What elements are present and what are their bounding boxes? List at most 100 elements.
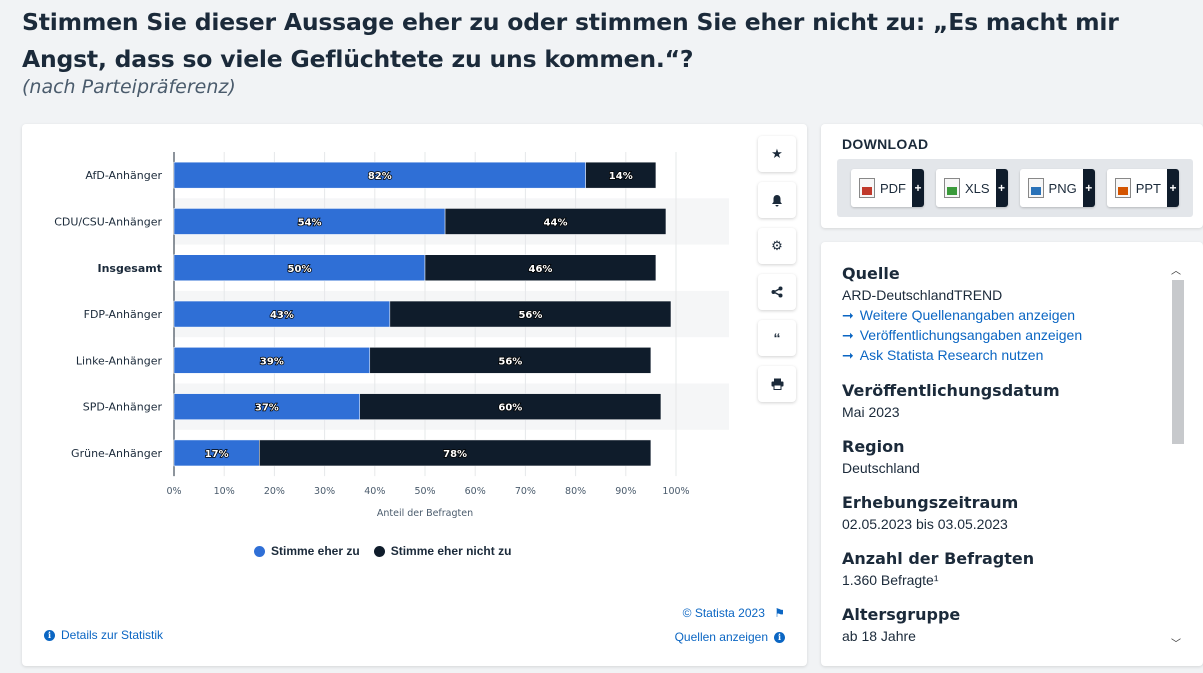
legend-label-disagree: Stimme eher nicht zu [390, 544, 512, 558]
source-value: ARD-DeutschlandTREND [842, 287, 1003, 303]
age-heading: Altersgruppe [842, 605, 961, 624]
data-label: 82% [368, 171, 392, 182]
bar-agree [173, 439, 260, 467]
more-sources-label: Weitere Quellenangaben anzeigen [859, 307, 1076, 323]
download-card: DOWNLOAD PDF + XLS + PNG + [821, 124, 1203, 228]
ask-research-label: Ask Statista Research nutzen [859, 347, 1044, 363]
download-ppt-button[interactable]: PPT + [1106, 169, 1179, 207]
x-tick-label: 60% [465, 486, 486, 497]
xls-file-icon [943, 178, 960, 198]
info-card: Quelle ARD-DeutschlandTREND ➞ Weitere Que… [821, 242, 1203, 666]
print-icon [771, 378, 783, 390]
download-ppt-main: PPT [1106, 169, 1167, 207]
respondents-heading: Anzahl der Befragten [842, 549, 1035, 568]
data-label: 43% [270, 310, 294, 321]
download-heading: DOWNLOAD [842, 136, 929, 152]
download-xls-main: XLS [935, 169, 996, 207]
data-label: 56% [518, 310, 542, 321]
region-heading: Region [842, 437, 905, 456]
x-tick-label: 80% [565, 486, 586, 497]
legend-dot-disagree [373, 545, 385, 557]
bar-disagree [369, 347, 652, 374]
download-xls-plus: + [995, 169, 1008, 207]
sources-link-label: Quellen anzeigen [674, 630, 768, 644]
chart-card: 0% 10% 20% 30% 40% 50% 60% 70% 80% 90% 100% 82% 14% A… [22, 124, 807, 666]
details-link-label: Details zur Statistik [61, 628, 164, 642]
bar-chart: 0% 10% 20% 30% 40% 50% 60% 70% 80% 90% 100% 82% 14% A… [54, 152, 729, 519]
ask-research-link[interactable]: ➞ Ask Statista Research nutzen [842, 347, 1162, 364]
scroll-thumb[interactable] [1172, 280, 1184, 444]
chart-toolbar: ★ ⚙ “ [758, 136, 796, 402]
period-heading: Erhebungszeitraum [842, 493, 1019, 512]
data-label: 46% [528, 264, 552, 275]
download-ppt-label: PPT [1135, 180, 1161, 196]
download-buttons: PDF + XLS + PNG + PPT + [837, 159, 1193, 217]
arrow-right-icon: ➞ [842, 307, 854, 323]
chevron-up-icon[interactable]: ︿ [1171, 266, 1181, 277]
info-icon: i [774, 631, 785, 643]
download-pdf-plus: + [911, 169, 924, 207]
pdf-file-icon [858, 178, 875, 198]
category-label: FDP-Anhänger [84, 308, 163, 321]
download-ppt-plus: + [1166, 169, 1179, 207]
x-tick-label: 30% [314, 486, 335, 497]
chevron-down-icon[interactable]: ﹀ [1171, 639, 1181, 650]
publication-info-label: Veröffentlichungsangaben anzeigen [859, 327, 1083, 343]
info-scrollbar[interactable]: ︿ ﹀ [1169, 262, 1185, 650]
copyright-link[interactable]: © Statista 2023 ⚑ [683, 606, 785, 620]
info-icon: i [44, 629, 55, 641]
x-tick-label: 40% [364, 486, 385, 497]
data-label: 14% [609, 171, 633, 182]
x-tick-label: 0% [166, 486, 181, 497]
quote-icon: “ [773, 330, 781, 346]
download-png-button[interactable]: PNG + [1019, 169, 1095, 207]
source-heading: Quelle [842, 264, 900, 283]
cite-button[interactable]: “ [758, 320, 796, 356]
bar-disagree [444, 208, 667, 235]
x-tick-label: 10% [214, 486, 235, 497]
gear-icon: ⚙ [771, 238, 783, 253]
favorite-button[interactable]: ★ [758, 136, 796, 172]
share-button[interactable] [758, 274, 796, 310]
bar-disagree [585, 161, 657, 189]
bar-disagree [359, 393, 662, 420]
share-icon [771, 286, 783, 298]
arrow-right-icon: ➞ [842, 327, 854, 343]
legend-item-disagree[interactable]: Stimme eher nicht zu [373, 544, 512, 558]
data-label: 60% [498, 403, 522, 414]
bar-agree [173, 208, 446, 235]
data-label: 37% [255, 403, 279, 414]
bell-icon [772, 194, 782, 206]
x-tick-label: 20% [264, 486, 285, 497]
legend-dot-agree [254, 545, 265, 557]
png-file-icon [1027, 178, 1044, 198]
info-content: Quelle ARD-DeutschlandTREND ➞ Weitere Que… [842, 264, 1162, 661]
bar-agree [173, 393, 360, 420]
settings-button[interactable]: ⚙ [758, 228, 796, 264]
sources-link[interactable]: Quellen anzeigen i [675, 630, 785, 644]
x-tick-label: 100% [662, 486, 689, 497]
flag-icon: ⚑ [774, 606, 785, 620]
legend-item-agree[interactable]: Stimme eher zu [254, 544, 360, 558]
more-sources-link[interactable]: ➞ Weitere Quellenangaben anzeigen [842, 307, 1162, 324]
data-label: 39% [260, 356, 284, 367]
arrow-right-icon: ➞ [842, 347, 854, 363]
chart-legend: Stimme eher zu Stimme eher nicht zu [254, 544, 511, 558]
x-tick-label: 70% [515, 486, 536, 497]
bar-agree [173, 347, 371, 374]
download-pdf-label: PDF [879, 180, 906, 196]
publication-info-link[interactable]: ➞ Veröffentlichungsangaben anzeigen [842, 327, 1162, 344]
download-xls-label: XLS [964, 180, 990, 196]
category-label: Grüne-Anhänger [71, 447, 162, 460]
category-label: CDU/CSU-Anhänger [54, 215, 162, 228]
copyright-text: © Statista 2023 [682, 606, 765, 620]
data-label: 50% [288, 264, 312, 275]
period-value: 02.05.2023 bis 03.05.2023 [842, 516, 1008, 532]
pubdate-heading: Veröffentlichungsdatum [842, 381, 1060, 400]
download-pdf-button[interactable]: PDF + [850, 169, 924, 207]
download-pdf-main: PDF [850, 169, 912, 207]
details-link[interactable]: i Details zur Statistik [44, 628, 163, 642]
notification-button[interactable] [758, 182, 796, 218]
print-button[interactable] [758, 366, 796, 402]
download-xls-button[interactable]: XLS + [935, 169, 1008, 207]
